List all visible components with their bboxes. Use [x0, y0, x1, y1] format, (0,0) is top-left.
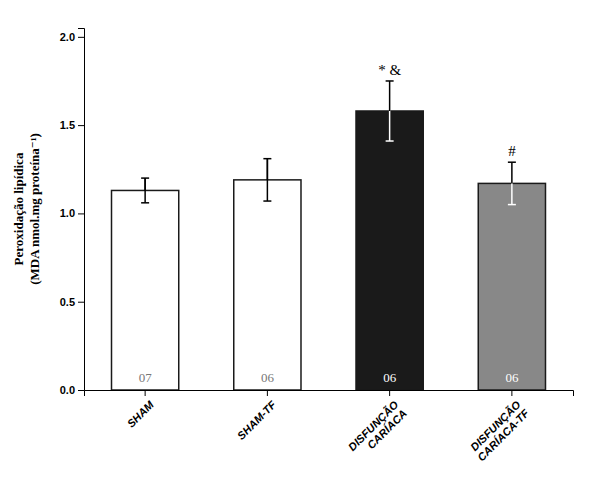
- tick: DISFUNÇÃOCARÍACA-TF: [466, 390, 531, 463]
- bar: [356, 111, 423, 390]
- tick-mark: [511, 390, 512, 396]
- y-axis-title-line: (MDA nmol.mg proteína⁻¹): [27, 133, 42, 285]
- tick-label: SHAM-TF: [235, 398, 279, 442]
- tick-label: DISFUNÇÃOCARÍACA-TF: [466, 398, 531, 463]
- plot: 0.0 0.5 1.0 1.5 2.0 SHAM SHAM-TF DISFUNÇÃOCARÍA…: [11, 29, 573, 464]
- tick: 2.0: [60, 31, 84, 43]
- tick-label: 0.0: [60, 384, 75, 396]
- tick-label: 1.5: [60, 119, 75, 131]
- tick-mark: [78, 125, 84, 126]
- annotations: * & #: [378, 62, 516, 159]
- tick: SHAM-TF: [235, 390, 279, 442]
- y-axis-title: Peroxidação lipídica(MDA nmol.mg proteín…: [11, 133, 42, 285]
- tick-label: 0.5: [60, 296, 75, 308]
- tick-label-line: CARÍACA: [365, 407, 409, 451]
- tick-mark: [267, 390, 268, 396]
- error-bar-stem: [144, 178, 146, 203]
- error-bar-stem: [389, 81, 391, 141]
- tick-mark: [389, 390, 390, 396]
- tick-label: DISFUNÇÃOCARÍACA: [346, 398, 410, 462]
- tick-label-line: CARÍACA-TF: [475, 407, 532, 464]
- error-bar-stem: [267, 159, 269, 201]
- tick-label: 2.0: [60, 31, 75, 43]
- tick: DISFUNÇÃOCARÍACA: [346, 390, 410, 462]
- error-bar-cap: [141, 202, 149, 204]
- n-label: 07: [139, 370, 153, 385]
- error-bar-cap: [263, 158, 271, 160]
- tick-label-line: SHAM: [125, 398, 157, 430]
- error-bar-cap: [263, 200, 271, 202]
- n-labels: 07 06 06 06: [139, 370, 519, 385]
- error-bar-cap: [508, 161, 516, 163]
- tick-mark: [78, 37, 84, 38]
- bar: [478, 183, 545, 390]
- n-label: 06: [383, 370, 397, 385]
- tick-mark: [145, 390, 146, 396]
- chart: 0.0 0.5 1.0 1.5 2.0 SHAM SHAM-TF DISFUNÇÃOCARÍA…: [0, 0, 593, 495]
- error-bar: [386, 81, 394, 141]
- tick: 1.0: [60, 207, 84, 219]
- error-bar-stem: [511, 162, 513, 204]
- tick-label: 1.0: [60, 207, 75, 219]
- error-bar: [141, 178, 149, 203]
- tick: 0.5: [60, 296, 84, 308]
- error-bar-cap: [386, 140, 394, 142]
- x-axis: SHAM SHAM-TF DISFUNÇÃOCARÍACA DISFUNÇÃOCARÍ…: [85, 390, 574, 463]
- error-bar-cap: [386, 80, 394, 82]
- marks: [112, 81, 546, 390]
- y-axis: 0.0 0.5 1.0 1.5 2.0: [60, 29, 85, 397]
- error-bar-cap: [141, 177, 149, 179]
- axis-line: [78, 29, 85, 391]
- tick-mark: [78, 390, 84, 391]
- chart-container: 0.0 0.5 1.0 1.5 2.0 SHAM SHAM-TF DISFUNÇÃOCARÍA…: [0, 0, 593, 495]
- tick: 1.5: [60, 119, 84, 131]
- bar: [234, 180, 301, 390]
- n-label: 06: [505, 370, 519, 385]
- error-bar-stem-upper: [267, 159, 269, 180]
- error-bar: [508, 162, 516, 204]
- tick: SHAM: [125, 390, 157, 430]
- error-bar-cap: [508, 204, 516, 206]
- error-bar-stem-upper: [144, 178, 146, 190]
- error-bar-stem-upper: [389, 81, 391, 111]
- axis-line: [85, 391, 574, 397]
- tick-label: SHAM: [125, 398, 157, 430]
- annotation: #: [508, 143, 516, 159]
- tick: 0.0: [60, 384, 84, 396]
- error-bar: [263, 159, 271, 201]
- tick-label-line: SHAM-TF: [235, 398, 279, 442]
- n-label: 06: [261, 370, 275, 385]
- tick-mark: [78, 302, 84, 303]
- annotation: * &: [378, 62, 401, 78]
- tick-mark: [78, 213, 84, 214]
- bar: [112, 190, 179, 390]
- y-axis-title-line: Peroxidação lipídica: [11, 152, 26, 265]
- error-bar-stem-upper: [511, 162, 513, 183]
